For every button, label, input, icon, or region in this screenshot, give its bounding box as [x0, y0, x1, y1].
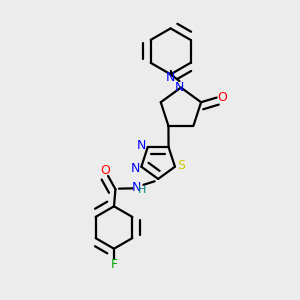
- Text: O: O: [217, 91, 227, 104]
- Text: H: H: [138, 185, 147, 195]
- Text: N: N: [166, 71, 175, 84]
- Text: O: O: [100, 164, 110, 177]
- Text: N: N: [131, 181, 141, 194]
- Text: N: N: [131, 162, 140, 175]
- Text: N: N: [175, 81, 184, 94]
- Text: N: N: [137, 139, 147, 152]
- Text: S: S: [177, 159, 185, 172]
- Text: F: F: [110, 257, 118, 271]
